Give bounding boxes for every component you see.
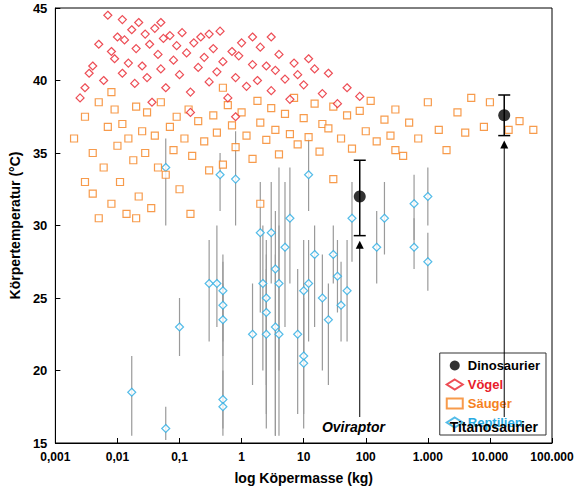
- svg-text:20: 20: [33, 363, 47, 378]
- svg-text:100: 100: [356, 450, 376, 464]
- svg-text:Oviraptor: Oviraptor: [322, 419, 387, 435]
- svg-text:Vögel: Vögel: [468, 377, 503, 392]
- svg-text:log Köpermasse (kg): log Köpermasse (kg): [234, 470, 372, 486]
- svg-text:40: 40: [33, 73, 47, 88]
- svg-text:1: 1: [238, 450, 245, 464]
- svg-text:0,001: 0,001: [40, 450, 70, 464]
- svg-text:100.000: 100.000: [530, 450, 574, 464]
- svg-text:30: 30: [33, 218, 47, 233]
- svg-text:15: 15: [33, 436, 47, 451]
- svg-text:45: 45: [33, 1, 47, 16]
- svg-text:35: 35: [33, 146, 47, 161]
- svg-text:25: 25: [33, 291, 47, 306]
- svg-text:10.000: 10.000: [472, 450, 509, 464]
- svg-text:0,01: 0,01: [106, 450, 130, 464]
- svg-text:Dinosaurier: Dinosaurier: [467, 358, 540, 373]
- svg-text:0,1: 0,1: [171, 450, 188, 464]
- svg-text:1.000: 1.000: [413, 450, 443, 464]
- svg-text:Körpertemperatur (°C): Körpertemperatur (°C): [7, 152, 23, 300]
- svg-text:10: 10: [297, 450, 311, 464]
- svg-text:Titanosaurier: Titanosaurier: [450, 419, 539, 435]
- svg-text:Säuger: Säuger: [468, 396, 512, 411]
